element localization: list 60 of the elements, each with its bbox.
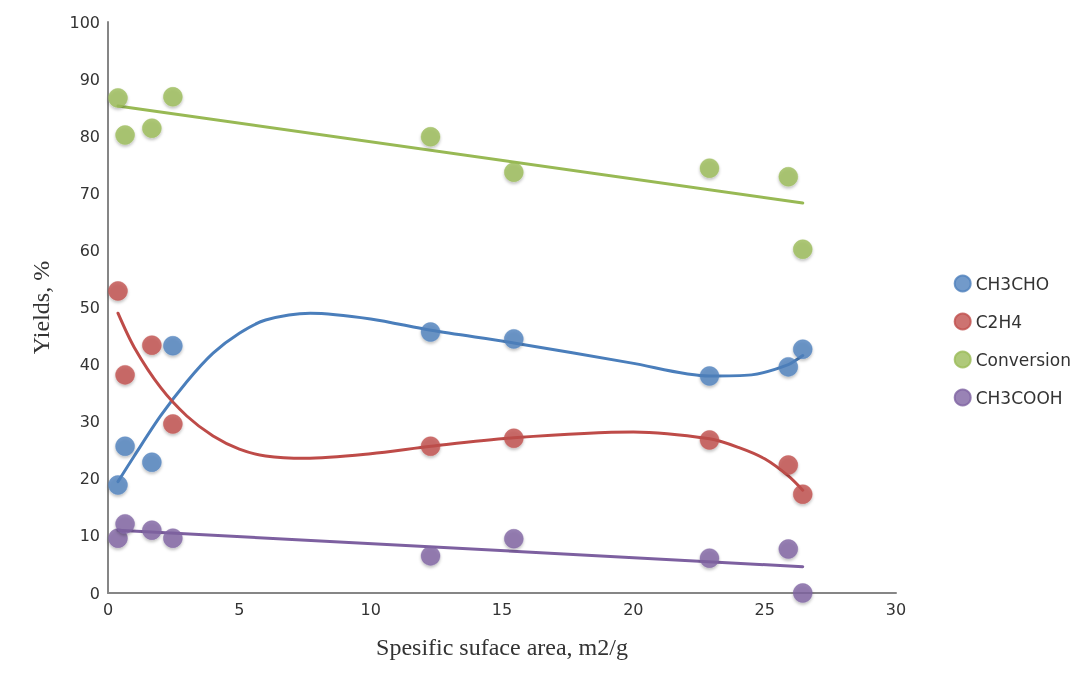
y-tick-label: 100 xyxy=(69,12,100,32)
y-tick-label: 0 xyxy=(89,583,100,603)
point xyxy=(793,339,813,359)
point xyxy=(163,414,183,434)
point xyxy=(142,452,162,472)
point xyxy=(115,514,135,534)
point xyxy=(778,455,799,475)
y-tick-label: 10 xyxy=(79,526,100,546)
x-tick-label: 0 xyxy=(102,599,114,619)
point xyxy=(793,484,813,504)
y-tick-label: 60 xyxy=(79,240,100,260)
point xyxy=(163,336,183,356)
point xyxy=(163,87,183,107)
x-tick-label: 15 xyxy=(491,599,513,619)
point xyxy=(504,529,524,549)
point xyxy=(163,528,183,548)
point xyxy=(142,335,162,355)
point xyxy=(504,162,524,182)
point xyxy=(504,329,524,349)
point xyxy=(699,366,720,386)
point xyxy=(778,357,799,377)
point xyxy=(778,539,799,559)
point xyxy=(778,167,799,187)
legend-label: CH3CHO xyxy=(975,273,1050,294)
y-tick-label: 40 xyxy=(79,355,100,375)
x-tick-label: 20 xyxy=(623,599,644,619)
x-tick-label: 5 xyxy=(234,599,245,619)
point xyxy=(115,436,135,456)
point xyxy=(793,583,813,603)
point xyxy=(108,281,128,301)
point xyxy=(108,475,128,495)
y-tick-label: 50 xyxy=(79,298,100,317)
point xyxy=(142,520,162,540)
point xyxy=(420,546,441,566)
legend-label: C2H4 xyxy=(975,311,1022,332)
x-axis-title: Spesific suface area, m2/g xyxy=(376,634,628,660)
legend-label: CH3COOH xyxy=(975,387,1063,408)
x-tick-label: 10 xyxy=(360,599,381,619)
point xyxy=(115,125,135,145)
y-axis-title: Yields, % xyxy=(28,260,54,355)
point xyxy=(108,528,128,548)
point xyxy=(420,322,441,342)
point xyxy=(699,548,720,568)
point xyxy=(699,430,720,450)
y-tick-label: 30 xyxy=(79,412,100,432)
point xyxy=(420,127,441,147)
x-tick-label: 30 xyxy=(885,599,907,619)
legend-label: Conversion xyxy=(975,349,1071,370)
y-tick-label: 20 xyxy=(79,469,100,489)
point xyxy=(420,436,441,456)
x-tick-label: 25 xyxy=(754,599,775,619)
y-tick-label: 90 xyxy=(79,69,100,89)
point xyxy=(699,158,720,178)
point xyxy=(793,239,813,259)
y-tick-label: 80 xyxy=(79,126,100,146)
point xyxy=(504,428,524,448)
point xyxy=(115,365,135,385)
point xyxy=(142,118,162,138)
y-tick-label: 70 xyxy=(79,183,100,203)
point xyxy=(108,88,128,108)
